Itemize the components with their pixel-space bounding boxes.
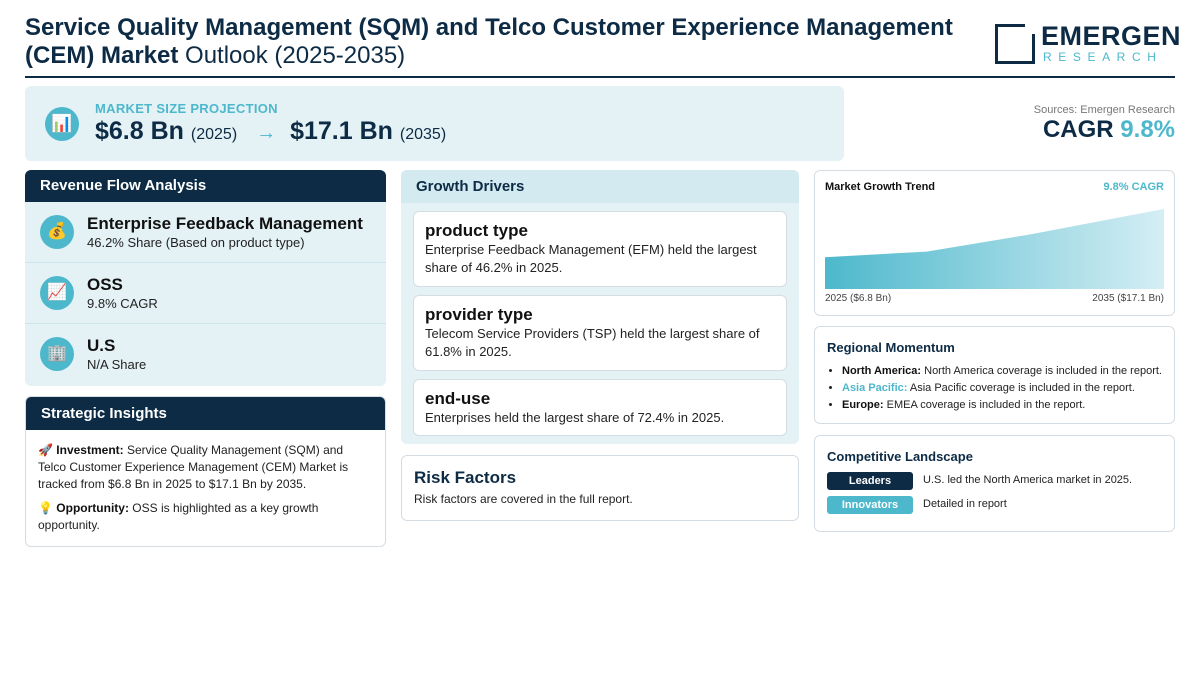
projection-end-value: $17.1 Bn: [290, 117, 393, 145]
revenue-item-title: U.S: [87, 336, 116, 355]
market-size-projection: 📊 MARKET SIZE PROJECTION $6.8 Bn (2025) …: [25, 86, 844, 161]
money-bag-icon: 💰: [40, 215, 74, 249]
revenue-item-title: Enterprise Feedback Management: [87, 214, 363, 233]
market-growth-trend-panel: Market Growth Trend 9.8% CAGR 2025 ($6.8…: [814, 170, 1175, 316]
strategic-insights-title: Strategic Insights: [26, 397, 385, 430]
competitive-row-leaders: Leaders U.S. led the North America marke…: [827, 472, 1167, 490]
risk-factors-panel: Risk Factors Risk factors are covered in…: [401, 455, 799, 521]
projection-values: $6.8 Bn (2025) → $17.1 Bn (2035): [95, 117, 446, 146]
region-text: EMEA coverage is included in the report.: [886, 399, 1086, 411]
revenue-item: 📈 OSS 9.8% CAGR: [25, 263, 386, 324]
logo-square-icon: [995, 24, 1035, 64]
opportunity-label: Opportunity:: [56, 501, 129, 515]
trend-start-label: 2025 ($6.8 Bn): [825, 293, 892, 304]
region-label: North America:: [842, 365, 922, 377]
region-item-asia-pacific: Asia Pacific: Asia Pacific coverage is i…: [842, 380, 1167, 397]
logo-main-text: EMERGEN: [1041, 21, 1182, 51]
revenue-item: 💰 Enterprise Feedback Management 46.2% S…: [25, 202, 386, 263]
page-title: Service Quality Management (SQM) and Tel…: [25, 14, 975, 70]
region-label: Europe:: [842, 399, 884, 411]
driver-text: Enterprise Feedback Management (EFM) hel…: [425, 242, 757, 275]
trend-end-label: 2035 ($17.1 Bn): [1092, 293, 1164, 304]
opportunity-insight: 💡 Opportunity: OSS is highlighted as a k…: [38, 500, 373, 534]
insights-body: 🚀 Investment: Service Quality Management…: [26, 430, 385, 534]
competitive-row-innovators: Innovators Detailed in report: [827, 496, 1167, 514]
innovators-text: Detailed in report: [923, 498, 1007, 510]
trend-title: Market Growth Trend: [825, 181, 936, 193]
driver-text: Telecom Service Providers (TSP) held the…: [425, 326, 760, 359]
growth-drivers-title: Growth Drivers: [401, 170, 799, 203]
risk-factors-text: Risk factors are covered in the full rep…: [414, 492, 633, 506]
innovators-badge: Innovators: [827, 496, 913, 514]
revenue-item-sub: 46.2% Share (Based on product type): [87, 235, 305, 250]
revenue-flow-title: Revenue Flow Analysis: [25, 170, 386, 202]
competitive-landscape-panel: Competitive Landscape Leaders U.S. led t…: [814, 435, 1175, 532]
cagr-label: CAGR: [1042, 116, 1114, 143]
projection-start-value: $6.8 Bn: [95, 117, 184, 145]
trend-cagr-label: 9.8% CAGR: [1103, 181, 1164, 193]
trend-chart-icon: 📈: [40, 276, 74, 310]
revenue-flow-panel: Revenue Flow Analysis 💰 Enterprise Feedb…: [25, 170, 386, 386]
investment-insight: 🚀 Investment: Service Quality Management…: [38, 442, 373, 493]
region-item-north-america: North America: North America coverage is…: [842, 363, 1167, 380]
investment-text: Service Quality Management (SQM) and Tel…: [38, 443, 349, 491]
regional-momentum-title: Regional Momentum: [827, 340, 955, 355]
driver-title: end-use: [425, 389, 491, 408]
rocket-icon: 🚀: [38, 443, 53, 457]
trend-area-series: [825, 209, 1164, 289]
driver-card: provider type Telecom Service Providers …: [413, 295, 787, 371]
trend-area-chart: [825, 209, 1164, 289]
revenue-item-title: OSS: [87, 275, 123, 294]
page-title-light: Outlook (2025-2035): [185, 42, 406, 69]
driver-title: product type: [425, 221, 528, 240]
growth-drivers-panel: Growth Drivers product type Enterprise F…: [401, 170, 799, 444]
emergen-logo: EMERGEN RESEARCH: [995, 22, 1181, 66]
regional-list: North America: North America coverage is…: [842, 363, 1167, 414]
risk-factors-title: Risk Factors: [414, 468, 517, 487]
page-title-bold: Service Quality Management (SQM) and Tel…: [25, 14, 953, 69]
region-label: Asia Pacific:: [842, 382, 908, 394]
cagr-display: CAGR 9.8%: [1043, 116, 1175, 144]
bar-chart-icon: 📊: [45, 107, 79, 141]
regional-momentum-panel: Regional Momentum North America: North A…: [814, 326, 1175, 424]
revenue-item-sub: N/A Share: [87, 357, 147, 372]
sources-note: Sources: Emergen Research: [1033, 104, 1175, 116]
projection-label: MARKET SIZE PROJECTION: [95, 101, 278, 116]
driver-title: provider type: [425, 305, 533, 324]
investment-label: Investment:: [56, 443, 124, 457]
opportunity-text: OSS is highlighted as a key growth oppor…: [38, 501, 319, 532]
leaders-badge: Leaders: [827, 472, 913, 490]
revenue-item: 🏢 U.S N/A Share: [25, 324, 386, 385]
driver-card: product type Enterprise Feedback Managem…: [413, 211, 787, 287]
building-icon: 🏢: [40, 337, 74, 371]
lightbulb-icon: 💡: [38, 501, 53, 515]
region-text: Asia Pacific coverage is included in the…: [909, 382, 1135, 394]
logo-sub-text: RESEARCH: [1043, 50, 1163, 64]
driver-card: end-use Enterprises held the largest sha…: [413, 379, 787, 436]
strategic-insights-panel: Strategic Insights 🚀 Investment: Service…: [25, 396, 386, 547]
revenue-item-sub: 9.8% CAGR: [87, 296, 158, 311]
arrow-right-icon: →: [256, 122, 277, 144]
driver-text: Enterprises held the largest share of 72…: [425, 410, 725, 425]
header: Service Quality Management (SQM) and Tel…: [25, 14, 1181, 78]
projection-end-year: (2035): [399, 126, 447, 143]
region-text: North America coverage is included in th…: [924, 365, 1162, 377]
projection-start-year: (2025): [190, 126, 238, 143]
leaders-text: U.S. led the North America market in 202…: [923, 474, 1133, 486]
region-item-europe: Europe: EMEA coverage is included in the…: [842, 397, 1167, 414]
competitive-landscape-title: Competitive Landscape: [827, 449, 973, 464]
cagr-value: 9.8%: [1120, 116, 1175, 143]
